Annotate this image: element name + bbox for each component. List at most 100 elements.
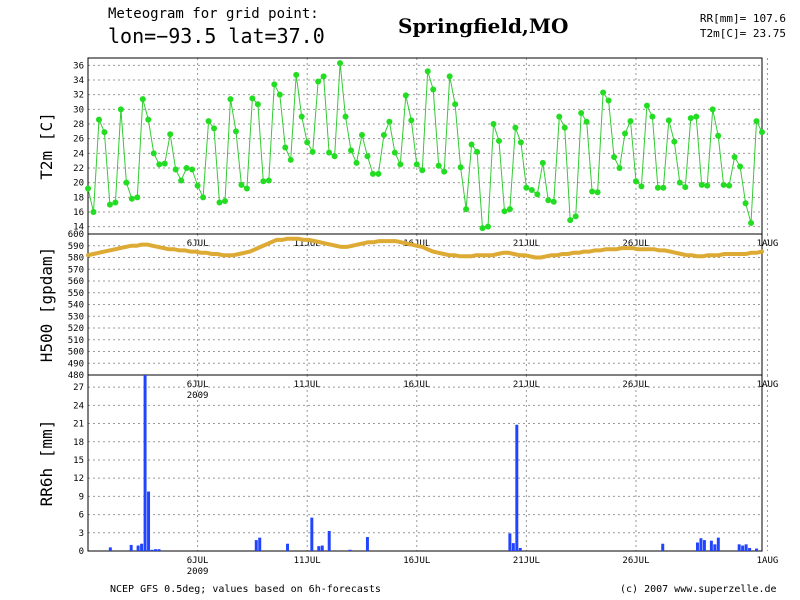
temperature-point [589, 188, 596, 195]
temperature-point [748, 220, 755, 226]
temperature-point [380, 132, 387, 138]
y-tick-label: 18 [73, 438, 84, 448]
temperature-point [123, 179, 130, 186]
x-tick-label: 6JUL [187, 556, 209, 566]
y-tick-label: 9 [79, 492, 84, 502]
y-axis-label: RR6h [mm] [37, 420, 56, 507]
temperature-point [315, 78, 322, 85]
precipitation-bar [108, 547, 112, 551]
y-tick-label: 550 [68, 289, 84, 299]
temperature-point [183, 165, 190, 171]
precipitation-bar [661, 543, 665, 551]
y-tick-label: 32 [73, 91, 84, 101]
precipitation-bar [317, 546, 321, 551]
y-tick-label: 20 [73, 179, 84, 189]
temperature-point [572, 213, 579, 220]
y-tick-label: 16 [73, 208, 84, 218]
temperature-point [594, 189, 601, 196]
precipitation-bar [365, 537, 369, 551]
x-tick-label: 21JUL [513, 556, 540, 566]
precipitation-bar [310, 517, 314, 551]
temperature-point [337, 60, 344, 67]
temperature-point [759, 129, 765, 136]
temperature-point [611, 154, 618, 160]
precipitation-bar [320, 545, 324, 551]
temperature-point [331, 153, 338, 160]
temperature-point [205, 118, 212, 125]
temperature-point [326, 149, 333, 156]
copyright-note: (c) 2007 www.superzelle.de [620, 584, 777, 595]
y-tick-label: 36 [73, 61, 84, 71]
y-axis-label: H500 [gpdam] [37, 247, 56, 363]
temperature-point [134, 194, 141, 201]
y-tick-label: 480 [68, 371, 84, 381]
precipitation-bar [140, 543, 144, 551]
temperature-point [561, 124, 568, 131]
y-tick-label: 510 [68, 336, 84, 346]
temperature-point [413, 161, 420, 168]
y-tick-label: 26 [73, 135, 84, 145]
temperature-point [364, 153, 371, 160]
precipitation-bar [716, 537, 720, 551]
y-tick-label: 14 [73, 223, 84, 233]
y-tick-label: 22 [73, 164, 84, 174]
temperature-point [391, 149, 398, 156]
temperature-point [232, 128, 239, 135]
temperature-point [605, 97, 612, 104]
y-tick-label: 24 [73, 149, 84, 159]
x-tick-label: 11JUL [294, 556, 321, 566]
temperature-point [265, 177, 272, 184]
y-axis-label: T2m [C] [37, 112, 56, 179]
temperature-point [441, 168, 448, 175]
precipitation-bar [518, 547, 522, 551]
y-tick-label: 6 [79, 511, 84, 521]
temperature-point [468, 141, 475, 148]
precipitation-bar [515, 424, 519, 551]
temperature-point [167, 131, 174, 138]
x-tick-label: 1AUG [757, 556, 779, 566]
temperature-point [715, 132, 722, 139]
temperature-point [643, 102, 650, 109]
temperature-point [194, 182, 201, 189]
y-tick-label: 27 [73, 383, 84, 393]
temperature-point [474, 148, 481, 155]
temperature-point [156, 161, 163, 168]
temperature-point [495, 137, 502, 144]
y-tick-label: 12 [73, 474, 84, 484]
temperature-point [348, 147, 355, 154]
temperature-point [293, 71, 300, 78]
temperature-point [282, 144, 289, 151]
temperature-point [654, 184, 661, 191]
y-tick-label: 520 [68, 324, 84, 334]
precipitation-bar [286, 543, 290, 551]
precipitation-bar [508, 533, 512, 551]
precipitation-bar [748, 547, 752, 551]
y-tick-label: 500 [68, 348, 84, 358]
x-tick-label: 16JUL [403, 556, 430, 566]
y-tick-label: 30 [73, 105, 84, 115]
temperature-point [501, 208, 508, 215]
precipitation-bar [136, 545, 140, 551]
temperature-point [753, 118, 760, 125]
precipitation-bar [702, 540, 706, 551]
temperature-point [446, 73, 453, 80]
temperature-point [320, 73, 327, 80]
precipitation-bar [129, 544, 133, 551]
rr-total-label: RR[mm]= 107.6 [699, 12, 786, 25]
temperature-point [485, 223, 492, 230]
y-tick-label: 24 [73, 401, 84, 411]
temperature-point [709, 106, 716, 113]
temperature-point [150, 150, 157, 157]
temperature-point [693, 113, 700, 120]
temperature-point [550, 198, 557, 205]
temperature-point [638, 183, 645, 190]
x-year-label: 2009 [187, 567, 209, 577]
temperature-point [567, 217, 574, 224]
y-tick-label: 3 [79, 529, 84, 539]
temperature-point [430, 86, 437, 93]
temperature-point [671, 138, 678, 145]
temperature-point [556, 113, 563, 120]
temperature-point [534, 191, 541, 198]
y-tick-label: 15 [73, 456, 84, 466]
y-tick-label: 18 [73, 193, 84, 203]
